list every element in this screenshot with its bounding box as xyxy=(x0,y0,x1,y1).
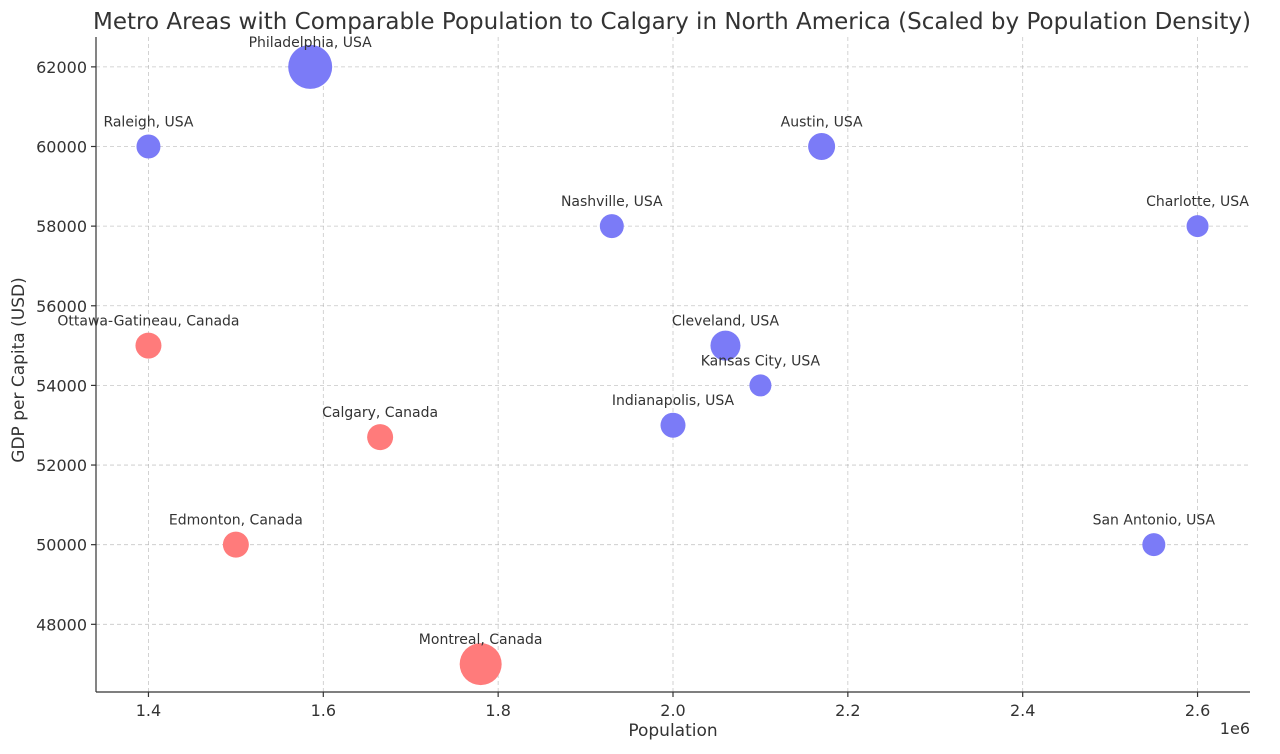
data-point-cleveland-usa xyxy=(710,330,741,361)
point-label-cleveland-usa: Cleveland, USA xyxy=(672,314,780,330)
x-tick-label: 1.6 xyxy=(311,701,336,720)
y-tick-label: 50000 xyxy=(36,536,87,555)
point-label-montreal-canada: Montreal, Canada xyxy=(419,632,543,648)
x-offset-label: 1e6 xyxy=(1220,719,1250,738)
chart-title: Metro Areas with Comparable Population t… xyxy=(93,9,1251,35)
point-label-ottawa-gatineau-canada: Ottawa-Gatineau, Canada xyxy=(57,314,239,330)
data-point-raleigh-usa xyxy=(136,134,161,159)
x-tick-label: 2.0 xyxy=(660,701,685,720)
point-label-calgary-canada: Calgary, Canada xyxy=(322,405,438,421)
x-tick-label: 2.4 xyxy=(1010,701,1035,720)
y-tick-label: 60000 xyxy=(36,137,87,156)
data-point-edmonton-canada xyxy=(222,531,249,558)
y-tick-label: 54000 xyxy=(36,376,87,395)
point-label-kansas-city-usa: Kansas City, USA xyxy=(701,353,821,369)
point-label-raleigh-usa: Raleigh, USA xyxy=(103,114,193,130)
y-axis-label: GDP per Capita (USD) xyxy=(9,277,29,462)
data-point-calgary-canada xyxy=(367,424,394,451)
data-point-philadelphia-usa xyxy=(288,44,333,89)
data-point-charlotte-usa xyxy=(1186,215,1209,238)
x-tick-label: 2.6 xyxy=(1185,701,1210,720)
ticks-layer: 1.4 1.6 1.8 2.0 2.2 2.4 2.6 48000 50000 52000 5400… xyxy=(36,58,1210,720)
points-layer xyxy=(135,44,1209,686)
point-label-charlotte-usa: Charlotte, USA xyxy=(1146,194,1249,210)
point-label-nashville-usa: Nashville, USA xyxy=(561,194,663,210)
data-point-austin-usa xyxy=(808,132,836,160)
point-label-philadelphia-usa: Philadelphia, USA xyxy=(249,35,373,51)
grid-layer xyxy=(96,37,1250,692)
point-label-indianapolis-usa: Indianapolis, USA xyxy=(612,393,735,409)
labels-layer: Philadelphia, USA Raleigh, USA Austin, USA… xyxy=(57,35,1249,648)
data-point-nashville-usa xyxy=(599,214,624,239)
y-tick-label: 62000 xyxy=(36,58,87,77)
x-tick-label: 2.2 xyxy=(835,701,860,720)
data-point-san-antonio-usa xyxy=(1142,533,1166,557)
x-tick-label: 1.8 xyxy=(485,701,510,720)
point-label-austin-usa: Austin, USA xyxy=(781,114,863,130)
y-tick-label: 48000 xyxy=(36,615,87,634)
y-tick-label: 56000 xyxy=(36,297,87,316)
x-tick-label: 1.4 xyxy=(136,701,161,720)
y-tick-label: 52000 xyxy=(36,456,87,475)
data-point-kansas-city-usa xyxy=(749,374,772,397)
point-label-san-antonio-usa: San Antonio, USA xyxy=(1093,513,1216,529)
data-point-montreal-canada xyxy=(459,643,502,686)
y-tick-label: 58000 xyxy=(36,217,87,236)
data-point-ottawa-gatineau-canada xyxy=(135,332,162,359)
data-point-indianapolis-usa xyxy=(660,412,686,438)
point-label-edmonton-canada: Edmonton, Canada xyxy=(169,513,303,529)
x-axis-label: Population xyxy=(628,721,717,741)
